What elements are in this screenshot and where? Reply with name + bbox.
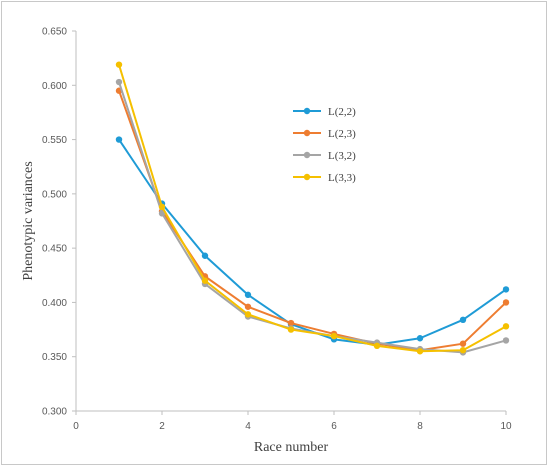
data-point: [115, 136, 123, 143]
legend-label: L(2,3): [328, 128, 356, 140]
series-L(2,2): [115, 136, 510, 348]
legend-swatch-marker: [303, 151, 311, 159]
x-axis-title: Race number: [254, 440, 329, 455]
y-tick-label: 0.350: [42, 352, 67, 363]
x-tick-label: 4: [245, 421, 251, 432]
series-layer: [115, 61, 510, 356]
data-point: [459, 340, 467, 347]
y-tick-label: 0.650: [42, 27, 67, 38]
data-point: [158, 210, 166, 217]
data-point: [287, 319, 295, 327]
x-tick-labels: 0 2 4 6 8 10: [73, 411, 512, 432]
data-point: [459, 347, 467, 354]
data-point: [244, 291, 252, 299]
data-point: [459, 316, 467, 323]
legend-swatch-marker: [303, 173, 311, 181]
data-point: [115, 78, 123, 86]
legend-item: L(3,2): [293, 150, 356, 162]
x-tick-label: 6: [331, 421, 337, 432]
y-axis-title: Phenotypic variances: [21, 161, 36, 280]
y-tick-label: 0.500: [42, 189, 67, 200]
x-tick-label: 2: [159, 421, 165, 432]
series-L(3,3): [115, 61, 510, 355]
data-point: [158, 203, 166, 211]
data-point: [416, 335, 424, 342]
legend-item: L(2,3): [293, 128, 356, 140]
data-point: [373, 342, 381, 350]
x-tick-label: 0: [73, 421, 79, 432]
data-point: [244, 311, 252, 318]
y-tick-label: 0.400: [42, 298, 67, 309]
series-line: [118, 64, 507, 353]
data-point: [416, 348, 424, 355]
y-tick-labels: 0.300 0.350 0.400 0.450 0.500 0.550 0.600 0.650: [42, 27, 76, 418]
legend-label: L(2,2): [328, 106, 356, 118]
data-point: [502, 286, 510, 293]
x-tick-label: 10: [500, 421, 512, 432]
legend-item: L(3,3): [293, 172, 356, 184]
data-point: [201, 252, 209, 259]
y-tick-label: 0.300: [42, 407, 67, 418]
data-point: [502, 323, 510, 330]
axes: [75, 31, 506, 412]
series-line: [118, 139, 507, 346]
x-tick-label: 8: [417, 421, 423, 432]
y-tick-label: 0.600: [42, 81, 67, 92]
data-point: [115, 61, 123, 68]
data-point: [502, 337, 510, 344]
y-tick-label: 0.550: [42, 135, 67, 146]
data-point: [244, 303, 252, 310]
y-tick-label: 0.450: [42, 244, 67, 255]
legend-swatch-marker: [303, 129, 311, 137]
legend-swatch-marker: [303, 107, 311, 115]
series-line: [118, 81, 507, 354]
data-point: [287, 326, 295, 333]
data-point: [502, 299, 510, 306]
data-point: [201, 277, 209, 284]
series-L(3,2): [115, 78, 510, 356]
legend-label: L(3,2): [328, 150, 356, 162]
legend-item: L(2,2): [293, 106, 356, 118]
data-point: [330, 332, 338, 340]
legend-label: L(3,3): [328, 172, 356, 184]
legend: L(2,2) L(2,3) L(3,2) L(3,3): [293, 106, 356, 184]
